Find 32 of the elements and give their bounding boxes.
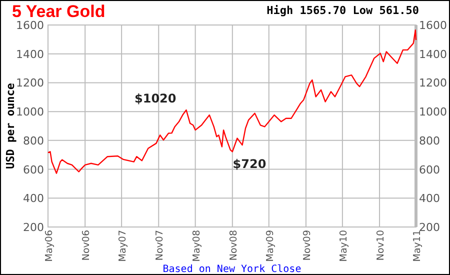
y-tick-label: 600 bbox=[23, 163, 44, 176]
x-tick-label: May08 bbox=[191, 230, 202, 262]
y2-tick-label: 1600 bbox=[419, 19, 447, 32]
x-tick-label: Nov07 bbox=[154, 230, 166, 261]
y-tick-label: 1200 bbox=[16, 76, 44, 90]
y-tick-label: 800 bbox=[23, 134, 44, 148]
y2-tick-label: 600 bbox=[419, 163, 440, 176]
y2-tick-label: 400 bbox=[419, 192, 440, 206]
x-tick-label: May07 bbox=[118, 230, 129, 262]
x-tick-label: May10 bbox=[338, 230, 350, 262]
annotation: $1020 bbox=[134, 92, 176, 106]
y2-tick-label: 1400 bbox=[419, 48, 447, 61]
y2-tick-label: 1200 bbox=[419, 76, 447, 90]
y-axis-title: USD per ounce bbox=[4, 82, 17, 170]
line-series bbox=[47, 29, 417, 174]
y-tick-label: 1400 bbox=[16, 48, 44, 61]
x-tick-label: Nov10 bbox=[376, 230, 387, 261]
x-tick-label: May06 bbox=[44, 230, 55, 262]
y-tick-label: 200 bbox=[23, 221, 44, 234]
y2-tick-label: 1000 bbox=[419, 106, 447, 119]
y-tick-label: 1000 bbox=[16, 106, 44, 119]
text: High 1565.70 Low 561.50 bbox=[266, 4, 419, 17]
annotation: $720 bbox=[232, 156, 266, 171]
text: Based on New York Close bbox=[162, 264, 302, 275]
y2-tick-label: 800 bbox=[419, 134, 440, 148]
x-tick-label: Nov09 bbox=[302, 230, 313, 261]
x-tick-label: May09 bbox=[264, 230, 276, 262]
x-tick-label: Nov06 bbox=[81, 230, 92, 261]
x-tick-label: Nov08 bbox=[228, 230, 240, 261]
y-tick-label: 400 bbox=[23, 192, 44, 206]
chart-title: 5 Year Gold bbox=[12, 2, 106, 21]
y-tick-label: 1600 bbox=[16, 19, 44, 32]
